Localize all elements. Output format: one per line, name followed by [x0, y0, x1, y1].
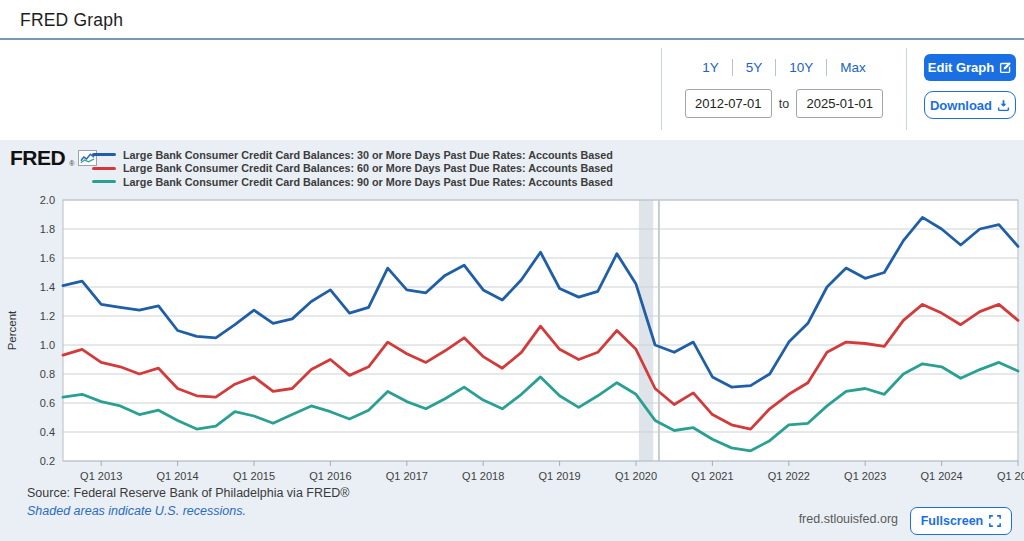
download-label: Download — [930, 98, 992, 113]
range-separator — [826, 59, 827, 76]
x-axis-tick-label: Q1 2014 — [156, 470, 198, 482]
edit-pencil-icon — [999, 61, 1012, 74]
fred-logo-text: FRED — [10, 146, 65, 170]
y-axis-tick-label: 0.8 — [40, 368, 55, 380]
range-link-max[interactable]: Max — [834, 58, 872, 77]
x-axis-tick-label: Q1 2024 — [920, 470, 962, 482]
x-axis-tick-label: Q1 2025 — [997, 470, 1024, 482]
title-divider — [0, 38, 1024, 40]
chart-region: FRED ® Large Bank Consumer Credit Card B… — [0, 140, 1024, 541]
legend-swatch-icon — [92, 153, 116, 156]
legend-label: Large Bank Consumer Credit Card Balances… — [123, 162, 613, 174]
legend-label: Large Bank Consumer Credit Card Balances… — [123, 176, 613, 188]
source-text: Source: Federal Reserve Bank of Philadel… — [27, 486, 350, 500]
fullscreen-label: Fullscreen — [921, 514, 984, 528]
range-link-10y[interactable]: 10Y — [783, 58, 819, 77]
chart-legend: Large Bank Consumer Credit Card Balances… — [92, 148, 613, 189]
recession-note-link[interactable]: Shaded areas indicate U.S. recessions. — [27, 504, 246, 518]
plot-area — [63, 200, 1018, 461]
end-date-input[interactable] — [796, 89, 883, 118]
fred-logo-registered-mark: ® — [69, 160, 74, 167]
range-link-1y[interactable]: 1Y — [696, 58, 725, 77]
legend-item[interactable]: Large Bank Consumer Credit Card Balances… — [92, 162, 613, 176]
header: FRED Graph 1Y 5Y 10Y Max to Edit Graph Down… — [0, 0, 1024, 140]
y-axis-tick-label: 1.6 — [40, 252, 55, 264]
x-axis-tick-label: Q1 2013 — [80, 470, 122, 482]
range-separator — [775, 59, 776, 76]
site-url: fred.stlouisfed.org — [799, 512, 898, 526]
y-axis-tick-label: 1.8 — [40, 223, 55, 235]
y-axis-tick-label: 1.2 — [40, 310, 55, 322]
x-axis-tick-label: Q1 2017 — [386, 470, 428, 482]
x-axis-tick-label: Q1 2015 — [233, 470, 275, 482]
legend-swatch-icon — [92, 167, 116, 170]
download-button[interactable]: Download — [924, 91, 1016, 119]
x-axis-tick-label: Q1 2018 — [462, 470, 504, 482]
y-axis-tick-label: 1.0 — [40, 339, 55, 351]
y-axis-tick-label: 0.2 — [40, 455, 55, 467]
fullscreen-button[interactable]: Fullscreen — [910, 507, 1012, 535]
fred-graph-page: FRED Graph 1Y 5Y 10Y Max to Edit Graph Down… — [0, 0, 1024, 541]
x-axis-tick-label: Q1 2021 — [691, 470, 733, 482]
y-axis-tick-label: 0.6 — [40, 397, 55, 409]
range-selector: 1Y 5Y 10Y Max — [662, 58, 906, 77]
edit-graph-button[interactable]: Edit Graph — [924, 54, 1016, 81]
x-axis-tick-label: Q1 2023 — [844, 470, 886, 482]
x-axis-tick-label: Q1 2020 — [615, 470, 657, 482]
page-title: FRED Graph — [20, 10, 123, 31]
range-link-5y[interactable]: 5Y — [740, 58, 769, 77]
y-axis-tick-label: 1.4 — [40, 281, 55, 293]
legend-label: Large Bank Consumer Credit Card Balances… — [123, 149, 613, 161]
fullscreen-icon — [989, 515, 1001, 527]
y-axis-tick-label: 0.4 — [40, 426, 55, 438]
fred-logo: FRED ® — [10, 146, 97, 170]
start-date-input[interactable] — [685, 89, 772, 118]
x-axis-tick-label: Q1 2019 — [538, 470, 580, 482]
edit-graph-label: Edit Graph — [928, 60, 994, 75]
range-separator — [732, 59, 733, 76]
date-range-controls: to — [662, 89, 906, 118]
x-axis-tick-label: Q1 2016 — [309, 470, 351, 482]
x-axis-tick-label: Q1 2022 — [768, 470, 810, 482]
date-to-label: to — [779, 97, 789, 111]
download-icon — [997, 99, 1010, 112]
legend-item[interactable]: Large Bank Consumer Credit Card Balances… — [92, 148, 613, 162]
controls-divider-right — [906, 48, 907, 130]
legend-swatch-icon — [92, 180, 116, 183]
legend-item[interactable]: Large Bank Consumer Credit Card Balances… — [92, 175, 613, 189]
y-axis-tick-label: 2.0 — [40, 195, 55, 206]
chart-svg[interactable]: 0.2 0.4 0.6 0.8 1.0 1.2 1.4 1.6 1.8 2.0 Q1 2013 Q1 … — [0, 195, 1024, 485]
y-axis-title: Percent — [6, 310, 18, 350]
